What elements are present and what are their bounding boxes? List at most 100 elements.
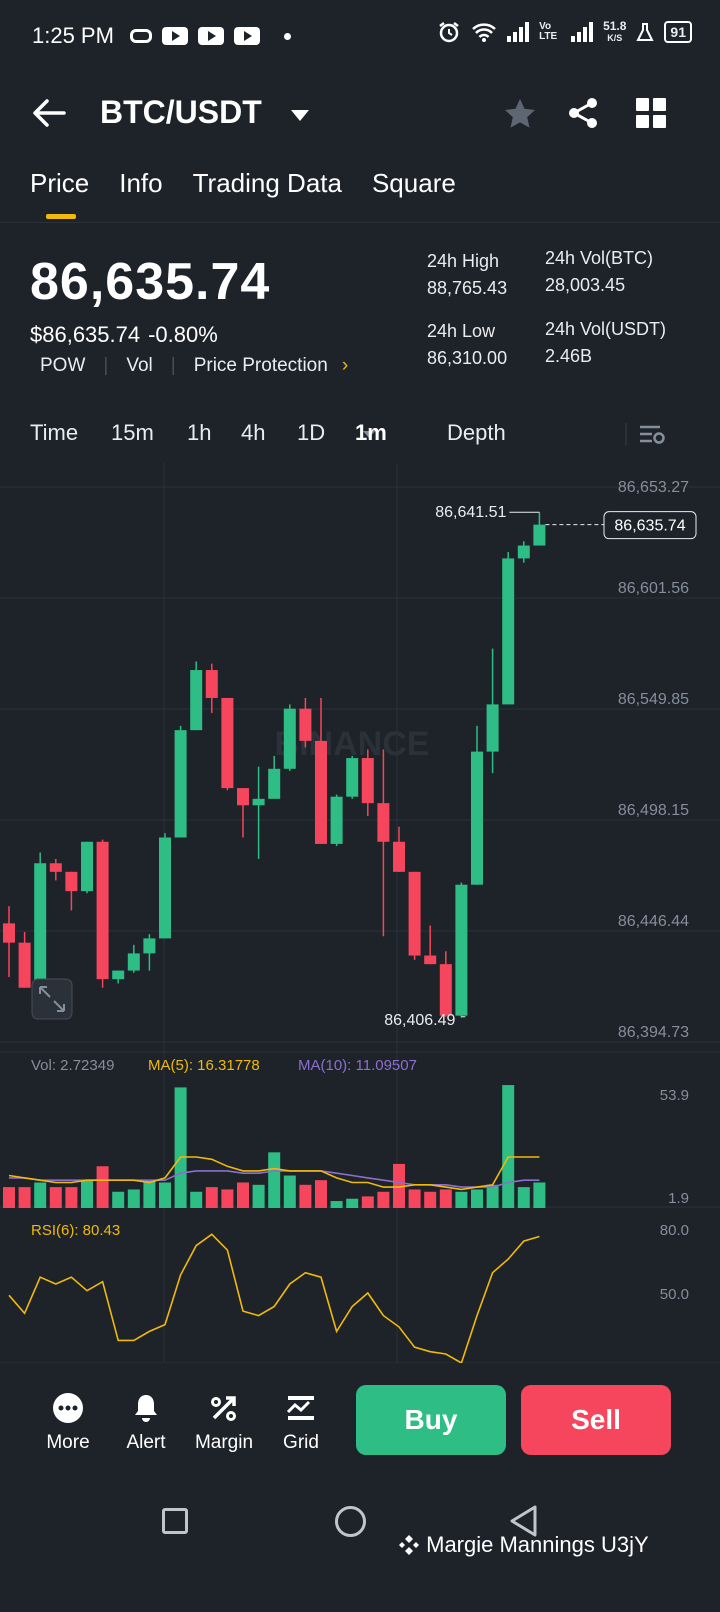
stat-24h-high: 24h High 88,765.43 [427, 251, 508, 298]
tag-pow[interactable]: POW [40, 355, 86, 376]
recent-apps-icon[interactable] [162, 1508, 188, 1534]
stat-24h-low: 24h Low 86,310.00 [427, 321, 508, 368]
last-price: 86,635.74 [30, 253, 271, 311]
volume-bar [174, 1087, 187, 1208]
volume-bar [393, 1163, 405, 1208]
share-icon[interactable] [566, 96, 600, 130]
alert-button[interactable]: Alert [111, 1392, 181, 1454]
rsi-label: RSI(6): 80.43 [31, 1222, 120, 1239]
nav-back-icon[interactable] [508, 1504, 538, 1538]
candlestick-chart[interactable]: BINANCE 86,653.2786,601.5686,549.8586,49… [0, 463, 720, 1363]
candles [3, 512, 546, 1018]
candle [96, 841, 109, 980]
expand-chart-button[interactable] [31, 978, 73, 1020]
high-marker-label: 86,641.51 [435, 504, 506, 521]
price-change: -0.80% [148, 322, 218, 347]
alert-label: Alert [126, 1432, 166, 1453]
tab-price[interactable]: Price [30, 168, 90, 219]
volume-panel [3, 1085, 546, 1208]
tag-price-protection[interactable]: Price Protection [193, 355, 328, 376]
fiat-price: $86,635.74 [30, 322, 141, 347]
interval-1d[interactable]: 1D [297, 420, 326, 445]
candle [237, 788, 249, 806]
candle [377, 803, 390, 842]
favorite-star-icon[interactable] [502, 96, 538, 132]
volume-bar [439, 1189, 452, 1208]
candle [455, 884, 468, 1016]
volume-bar [299, 1184, 312, 1208]
chevron-right-icon[interactable]: › [341, 355, 349, 376]
status-icons: Vo LTE 51.8 K/S 91 [437, 20, 692, 44]
candle [315, 740, 327, 844]
interval-time[interactable]: Time [30, 420, 79, 445]
candle [533, 524, 546, 546]
volume-bar [190, 1191, 203, 1208]
home-icon[interactable] [335, 1506, 366, 1537]
system-nav-bar: Margie Mannings U3jY [0, 1490, 720, 1612]
battery-indicator: 91 [664, 21, 692, 43]
volume-bar [424, 1191, 437, 1208]
volume-bar [283, 1175, 296, 1208]
volume-bar [471, 1189, 483, 1208]
youtube-icon [233, 27, 260, 45]
price-fiat-change: $86,635.74 -0.80% [30, 322, 218, 348]
tag-vol[interactable]: Vol [126, 355, 153, 376]
bottom-action-bar: More Alert Margin Grid Buy Sell [0, 1372, 720, 1482]
youtube-icon [197, 27, 224, 45]
candle [283, 708, 296, 769]
tab-trading-data[interactable]: Trading Data [192, 168, 342, 198]
candle [3, 923, 15, 943]
candle [81, 841, 93, 892]
interval-separator [625, 423, 627, 445]
candle [159, 837, 171, 939]
game-controller-icon [129, 29, 152, 43]
tag-separator: | [170, 355, 176, 376]
volume-bar [377, 1191, 390, 1208]
tag-separator: | [103, 355, 109, 376]
buy-button[interactable]: Buy [356, 1385, 506, 1455]
volume-bar [517, 1187, 530, 1208]
layout-grid-icon[interactable] [636, 98, 666, 128]
pair-title[interactable]: BTC/USDT [100, 94, 262, 130]
volume-bar [455, 1191, 468, 1208]
flask-icon [636, 23, 655, 41]
grid-button[interactable]: Grid [266, 1392, 336, 1454]
chart-settings-icon[interactable] [640, 423, 666, 445]
interval-dropdown-icon [363, 430, 375, 438]
volume-bar [34, 1182, 47, 1208]
header: BTC/USDT [0, 82, 720, 148]
more-button[interactable]: More [33, 1392, 103, 1454]
tab-square[interactable]: Square [371, 168, 456, 198]
candle [127, 953, 140, 971]
candle [393, 841, 405, 872]
network-speed: 51.8 K/S [603, 18, 627, 43]
volume-bar [112, 1191, 125, 1208]
interval-1h[interactable]: 1h [187, 420, 212, 445]
watermark-text: Margie Mannings U3jY [426, 1532, 649, 1557]
tab-bar: Price Info Trading Data Square [30, 168, 456, 219]
volume-bar [221, 1189, 234, 1208]
interval-15m[interactable]: 15m [111, 420, 154, 445]
volume-bar [18, 1187, 31, 1208]
volume-bar [96, 1166, 109, 1208]
candle [346, 758, 359, 797]
volume-bar [346, 1198, 359, 1208]
interval-1m-selected[interactable]: 1m [355, 420, 387, 445]
pair-dropdown-icon[interactable] [291, 110, 309, 121]
last-price-tag [603, 511, 697, 540]
volume-bar [502, 1085, 515, 1208]
rsi-axis-mid: 50.0 [660, 1286, 689, 1303]
user-watermark: Margie Mannings U3jY [398, 1532, 649, 1558]
tab-info[interactable]: Info [119, 168, 163, 198]
volume-bar [49, 1187, 62, 1208]
interval-4h[interactable]: 4h [241, 420, 266, 445]
candle [34, 863, 47, 988]
candle [65, 871, 78, 892]
back-arrow-icon[interactable] [32, 98, 66, 128]
sell-button[interactable]: Sell [521, 1385, 671, 1455]
margin-button[interactable]: Margin [189, 1392, 259, 1454]
volume-bar [159, 1182, 171, 1208]
candle [424, 955, 437, 965]
interval-depth[interactable]: Depth [447, 420, 506, 445]
status-time: 1:25 PM [32, 23, 114, 48]
